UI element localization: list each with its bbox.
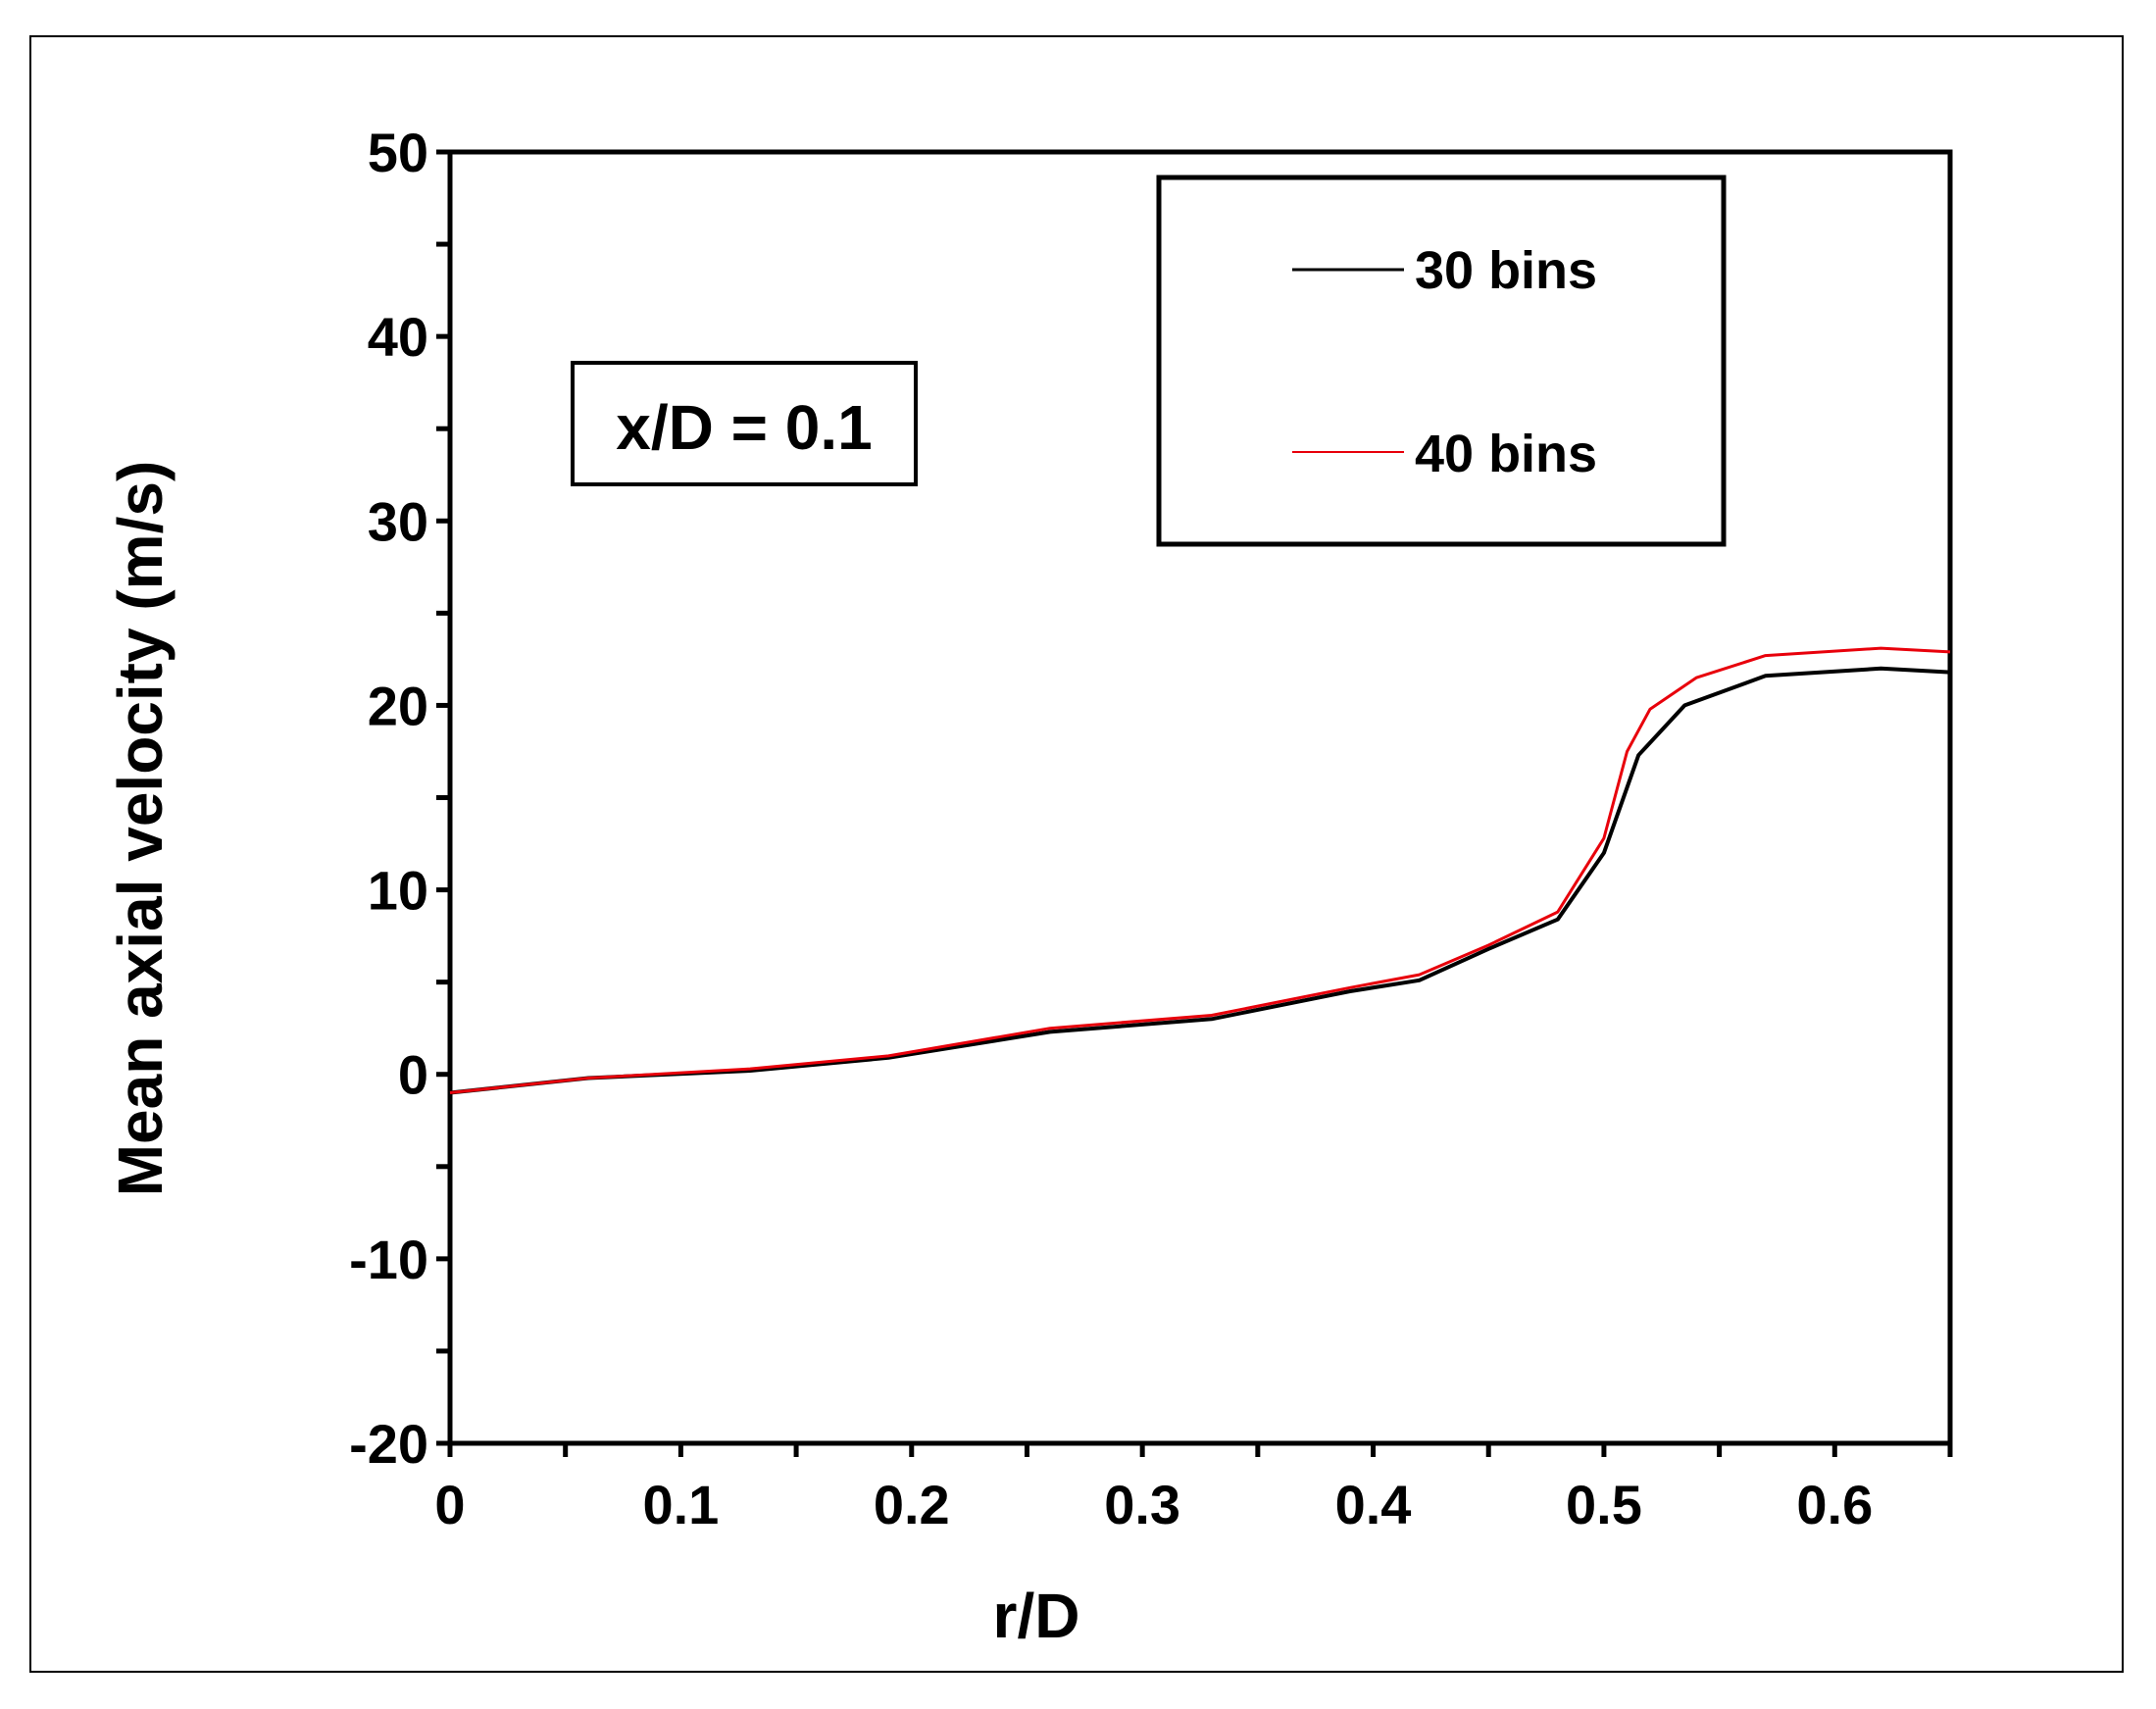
y-tick-label: 10: [368, 860, 428, 922]
y-tick-label: 30: [368, 490, 428, 552]
x-tick-label: 0.4: [1335, 1474, 1412, 1535]
series-line-40-bins: [449, 646, 1951, 1094]
figure-border: [29, 35, 2124, 1673]
y-tick-label: -20: [349, 1413, 428, 1475]
x-axis: 0 0.1 0.2 0.3 0.4 0.5 0.6: [434, 1443, 1953, 1535]
y-axis-title: Mean axial velocity (m/s): [105, 461, 175, 1197]
y-tick-label: 40: [368, 306, 428, 368]
y-tick-label: 50: [368, 122, 428, 183]
y-tick-label: 0: [398, 1044, 428, 1106]
plot-area: 0 0.1 0.2 0.3 0.4 0.5 0.6 -20 -10 0 10 20 30 40 50: [349, 122, 1953, 1535]
x-tick-label: 0.1: [642, 1474, 719, 1535]
x-tick-label: 0.6: [1796, 1474, 1873, 1535]
x-tick-label: 0: [434, 1474, 465, 1535]
x-tick-label: 0.5: [1566, 1474, 1642, 1535]
legend: 30 bins 40 bins: [1156, 175, 1727, 547]
y-tick-label: 20: [368, 675, 428, 736]
legend-box: [1156, 175, 1727, 547]
legend-label-30-bins: 30 bins: [1415, 241, 1597, 300]
x-tick-label: 0.2: [874, 1474, 950, 1535]
x-axis-title: r/D: [993, 1581, 1080, 1651]
annotation-box: x/D = 0.1: [571, 361, 918, 486]
y-tick-label: -10: [349, 1229, 428, 1290]
x-tick-label: 0.3: [1104, 1474, 1180, 1535]
series-layer: [449, 646, 1951, 1095]
legend-label-40-bins: 40 bins: [1415, 425, 1597, 483]
annotation-label: x/D = 0.1: [616, 392, 873, 463]
y-axis: -20 -10 0 10 20 30 40 50: [349, 122, 450, 1475]
series-line-30-bins: [449, 666, 1951, 1095]
